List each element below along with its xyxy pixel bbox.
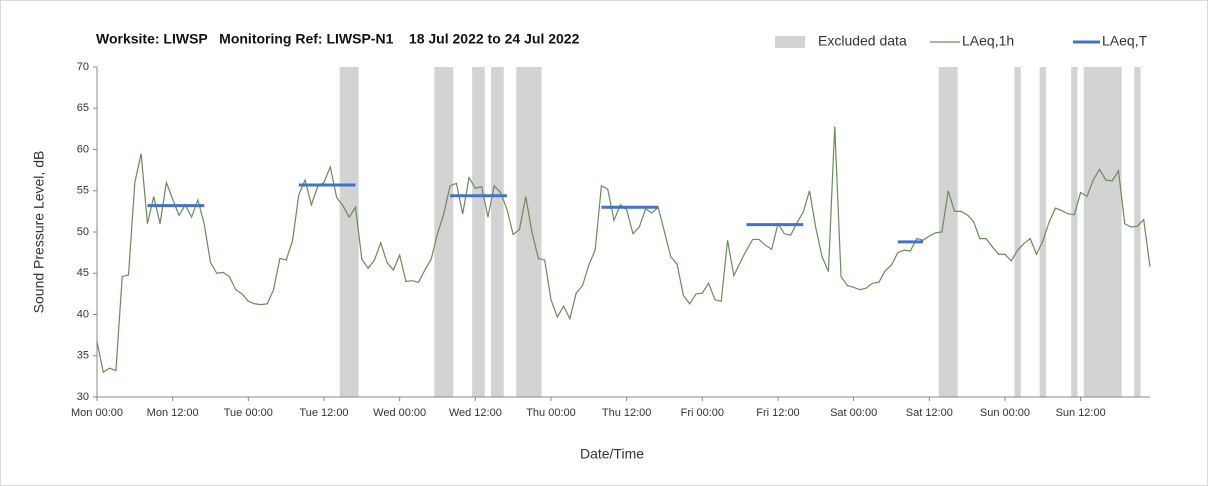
legend-label: LAeq,T (1102, 33, 1148, 49)
excluded-band (339, 67, 359, 397)
x-tick-label: Wed 12:00 (449, 407, 502, 419)
y-tick-label: 30 (77, 391, 89, 403)
x-tick-label: Fri 00:00 (681, 407, 724, 419)
x-tick-label: Mon 12:00 (147, 407, 199, 419)
y-tick-label: 40 (77, 308, 89, 320)
x-tick-label: Sat 00:00 (830, 407, 877, 419)
chart-title: Worksite: LIWSP Monitoring Ref: LIWSP-N1… (96, 31, 580, 47)
excluded-band (1134, 67, 1141, 397)
y-tick-label: 70 (77, 61, 89, 73)
x-tick-label: Sat 12:00 (906, 407, 953, 419)
x-tick-label: Thu 12:00 (602, 407, 652, 419)
y-tick-label: 60 (77, 143, 89, 155)
excluded-band (516, 67, 542, 397)
x-tick-label: Sun 12:00 (1056, 407, 1106, 419)
x-tick-label: Tue 00:00 (224, 407, 273, 419)
excluded-band (491, 67, 504, 397)
x-tick-label: Mon 00:00 (71, 407, 123, 419)
y-tick-label: 65 (77, 102, 89, 114)
y-tick-label: 45 (77, 267, 89, 279)
x-tick-label: Fri 12:00 (756, 407, 799, 419)
legend-label: LAeq,1h (962, 33, 1014, 49)
y-tick-label: 50 (77, 226, 89, 238)
x-tick-label: Wed 00:00 (373, 407, 426, 419)
x-axis-label: Date/Time (580, 446, 644, 462)
x-tick-label: Tue 12:00 (299, 407, 348, 419)
legend-label: Excluded data (818, 33, 907, 49)
excluded-band (1071, 67, 1078, 397)
y-tick-label: 55 (77, 185, 89, 197)
legend-swatch-excluded (775, 36, 805, 48)
excluded-band (1039, 67, 1046, 397)
excluded-band (1014, 67, 1021, 397)
x-tick-label: Sun 00:00 (980, 407, 1030, 419)
x-tick-label: Thu 00:00 (526, 407, 576, 419)
excluded-band (434, 67, 454, 397)
excluded-band (938, 67, 958, 397)
y-axis-label: Sound Pressure Level, dB (31, 151, 47, 314)
y-tick-label: 35 (77, 350, 89, 362)
excluded-band (1083, 67, 1122, 397)
excluded-band (472, 67, 485, 397)
